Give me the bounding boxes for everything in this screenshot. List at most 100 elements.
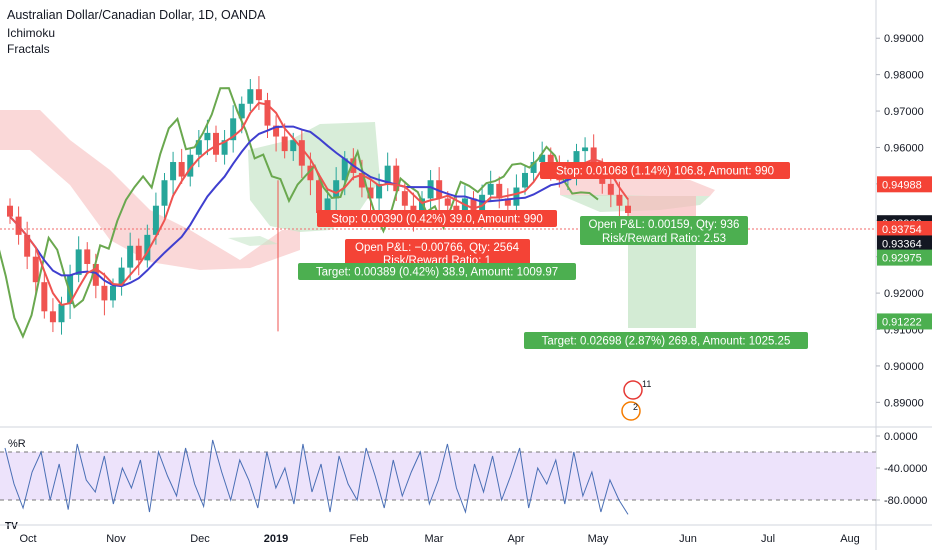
x-tick-label: Mar [425,533,444,545]
candle-body [470,198,477,213]
wr-band [0,452,876,500]
target-label: Target: 0.00389 (0.42%) 38.9, Amount: 10… [316,267,558,279]
wr-line [4,439,629,515]
candle-body [496,183,503,199]
candle-body [401,191,408,206]
event-count: 2 [633,402,638,412]
candle-body [101,285,108,301]
tradingview-logo: TV [5,521,18,532]
x-tick-label: 2019 [264,533,288,545]
target-zone [628,230,696,328]
candle-body [316,180,322,213]
candle-body [393,165,400,192]
candle-body [307,165,314,181]
candle-body [384,165,391,184]
candle-body [110,285,116,301]
x-tick-label: Aug [840,533,860,545]
candle-body [616,194,623,206]
candle-body [479,194,486,213]
candle-body [49,311,56,323]
kijun-line [9,125,629,288]
cloud-area [228,236,278,246]
candle-body [341,158,348,181]
candle-body [290,140,297,152]
candle-body [376,183,383,199]
williams-r-pane: 0.0000 -40.0000 -80.0000 [0,431,927,515]
stop-label-box [540,162,790,179]
candle-body [213,132,219,155]
candle-body [32,256,39,283]
candle-body [221,140,228,155]
candle-body [247,89,254,104]
chikou-line [0,87,599,339]
candle-body [436,180,443,199]
candle-body [92,263,99,286]
osc-y-tick-label: -80.0000 [884,495,927,507]
price-tag [877,176,932,193]
y-tick-label: 0.99000 [884,33,924,45]
candle-body [590,147,597,166]
candle-body [333,180,340,199]
candle-body [195,140,202,155]
price-tag [877,221,932,238]
candle-body [178,162,185,177]
candle-body [144,234,151,261]
y-tick-label: 0.92000 [884,288,924,300]
stop-label: Stop: 0.00390 (0.42%) 39.0, Amount: 990 [331,214,543,226]
candle-body [84,249,91,264]
x-tick-label: May [588,533,609,545]
stop-label-box [317,210,557,227]
candle-body [187,154,194,177]
tenkan-line [9,101,629,307]
target-label-box [298,263,576,280]
candle-body [7,205,13,217]
y-tick-label: 0.98000 [884,70,924,82]
candle-body [264,100,271,126]
y-tick-label: 0.97000 [884,106,924,118]
candle-body [539,154,546,163]
pnl-box [580,216,748,245]
candle-body [204,132,211,141]
candle-body [547,154,554,166]
candle-body [230,118,237,141]
candle-body [522,172,528,188]
candle-body [127,245,134,268]
indicator-lines [0,87,629,339]
candle-body [281,136,288,152]
events: 11 2 [621,379,651,421]
candle-body [170,162,177,181]
candle-body [582,147,589,152]
target-label-box [524,332,808,349]
candle-body [118,267,125,286]
x-tick-label: Dec [190,533,210,545]
candle-body [444,198,451,206]
stop-label: Stop: 0.01068 (1.14%) 106.8, Amount: 990 [556,166,774,178]
chart-title: Australian Dollar/Canadian Dollar, 1D, O… [7,8,266,22]
candle-body [273,125,280,137]
x-tick-label: Nov [106,533,126,545]
price-tag [877,313,932,330]
pnl-label: Open P&L: −0.00766, Qty: 2564 [355,242,520,254]
event-flag-icon [621,401,641,421]
cloud-area [0,110,300,270]
cloud-area [248,122,380,232]
candle-body [67,274,74,305]
x-tick-label: Apr [507,533,524,545]
x-tick-label: Jul [761,533,775,545]
y-tick-label: 0.96000 [884,142,924,154]
candle-body [530,162,537,173]
oscillator-label: %R [8,438,26,450]
y-tick-label: 0.90000 [884,361,924,373]
candle-body [24,234,31,257]
osc-y-tick-label: 0.0000 [884,431,918,443]
candle-body [419,198,425,217]
candle-body [625,205,631,213]
price-tag-label: 0.92975 [882,253,922,265]
event-count: 11 [642,379,651,389]
pnl-label: Open P&L: 0.00159, Qty: 936 [589,219,740,231]
osc-y-tick-label: -40.0000 [884,463,927,475]
indicator-ichimoku[interactable]: Ichimoku [7,26,56,40]
candle-body [75,249,82,275]
indicator-fractals[interactable]: Fractals [7,42,50,56]
